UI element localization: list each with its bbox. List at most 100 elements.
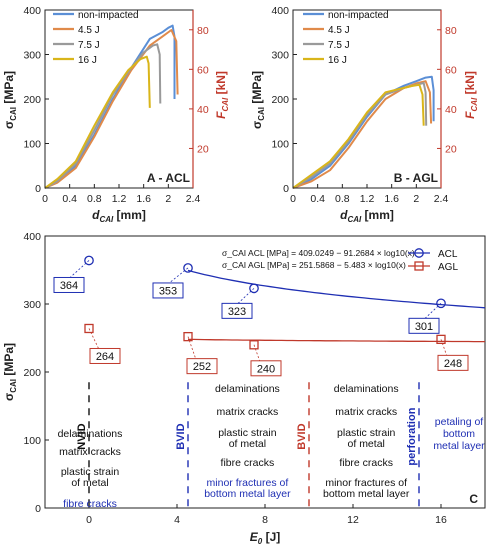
y2-tick-label: 20 — [197, 143, 209, 155]
y2-tick-label: 80 — [445, 25, 457, 37]
x-tick-label: 0 — [290, 193, 296, 205]
agl-value-label: 252 — [193, 361, 211, 373]
threshold-label: BVID — [175, 423, 187, 449]
acl-point — [436, 298, 446, 309]
acl-leader — [236, 288, 255, 305]
x-tick-label: 0.8 — [87, 193, 102, 205]
fit-line-agl — [188, 338, 485, 343]
agl-leader — [253, 344, 261, 362]
zone-text: plastic strain — [218, 427, 277, 439]
zone-text: bottom metal layer — [323, 488, 410, 500]
agl-value-label: 248 — [444, 358, 462, 370]
acl-value-label: 364 — [60, 280, 78, 292]
series-line-16-j — [292, 83, 425, 189]
threshold-label: perforation — [406, 407, 418, 465]
x-tick-label: 1.2 — [112, 193, 127, 205]
legend-acl-label: ACL — [438, 249, 458, 260]
agl-value-label: 264 — [96, 351, 114, 363]
agl-leader — [440, 339, 448, 357]
x-tick-label: 4 — [174, 514, 180, 526]
threshold-label: BVID — [296, 423, 308, 449]
x-tick-label: 0 — [42, 193, 48, 205]
panel-c-xlabel: E0 [J] — [250, 530, 280, 546]
agl-leader — [88, 328, 100, 350]
panel-c-ylabel: σCAI [MPa] — [2, 343, 18, 401]
acl-value-label: 323 — [228, 306, 246, 318]
panel-a-legend: non-impacted 4.5 J 7.5 J 16 J — [53, 10, 139, 66]
acl-value-label: 301 — [415, 321, 433, 333]
acl-value-label: 353 — [159, 285, 177, 297]
legend-4-5j-label: 4.5 J — [78, 25, 100, 36]
x-tick-label: 16 — [435, 514, 447, 526]
y-tick-label: 0 — [35, 183, 41, 195]
fit-line-acl — [187, 269, 486, 309]
zone-text-blue: petaling of — [435, 416, 484, 428]
legend-non-impacted-label: non-impacted — [78, 10, 139, 21]
y2-tick-label: 60 — [445, 64, 457, 76]
y2-tick-label: 20 — [445, 143, 457, 155]
agl-value-box — [89, 347, 121, 364]
zone-text: matrix cracks — [216, 406, 278, 418]
x-tick-label: 2 — [165, 193, 171, 205]
acl-value-box — [53, 276, 85, 293]
zone-text: of metal — [71, 477, 108, 489]
acl-leader — [167, 267, 189, 285]
y-tick-label: 300 — [23, 299, 41, 311]
panel-b-legend: non-impacted 4.5 J 7.5 J 16 J — [303, 10, 389, 66]
x-tick-label: 2.4 — [186, 193, 201, 205]
panel-b-xlabel: dCAI [mm] — [340, 208, 394, 224]
threshold-label: NVID — [76, 423, 88, 449]
zone-text: plastic strain — [61, 466, 120, 478]
series-line-non-impacted — [44, 24, 176, 189]
x-tick-label: 2 — [413, 193, 419, 205]
legend-16j-label: 16 J — [328, 55, 347, 66]
zone-text: delaminations — [334, 383, 399, 395]
y-tick-label: 200 — [23, 94, 41, 106]
y-tick-label: 0 — [283, 183, 289, 195]
y2-tick-label: 60 — [197, 64, 209, 76]
zone-text-blue: bottom metal layer — [204, 488, 291, 500]
panel-a-frame — [44, 9, 194, 189]
y2-tick-label: 80 — [197, 25, 209, 37]
x-tick-label: 0.8 — [335, 193, 350, 205]
acl-point — [249, 283, 259, 294]
zone-text: of metal — [348, 438, 385, 450]
y-tick-label: 300 — [23, 50, 41, 62]
agl-point — [84, 323, 94, 334]
y-tick-label: 200 — [23, 367, 41, 379]
legend-16j-label: 16 J — [78, 55, 97, 66]
y-tick-label: 200 — [271, 94, 289, 106]
x-tick-label: 0 — [86, 514, 92, 526]
panel-b-y2label: FCAI [kN] — [463, 71, 479, 119]
panel-a-label: A - ACL — [147, 171, 190, 185]
series-line-4-5-j — [44, 29, 179, 189]
panel-c-legend: ACL AGL — [408, 248, 458, 273]
panel-a-xlabel: dCAI [mm] — [92, 208, 146, 224]
legend-7-5j-label: 7.5 J — [78, 40, 100, 51]
panel-b-label: B - AGL — [394, 171, 438, 185]
series-line-16-j — [44, 55, 151, 189]
y2-tick-label: 40 — [445, 104, 457, 116]
y-tick-label: 300 — [271, 50, 289, 62]
y-tick-label: 0 — [35, 503, 41, 515]
acl-point — [84, 255, 94, 266]
zone-text: matrix cracks — [335, 406, 397, 418]
legend-7-5j-label: 7.5 J — [328, 40, 350, 51]
x-tick-label: 1.6 — [384, 193, 399, 205]
zone-text-blue: bottom — [443, 428, 475, 440]
zone-text: plastic strain — [337, 427, 396, 439]
equation-acl: σ_CAI ACL [MPa] = 409.0249 − 91.2684 × l… — [222, 248, 415, 258]
series-line-7-5-j — [292, 82, 428, 189]
y-tick-label: 400 — [23, 231, 41, 243]
zone-text: fibre cracks — [221, 457, 275, 469]
agl-point — [436, 334, 446, 345]
legend-agl-marker — [414, 261, 424, 271]
agl-point — [183, 331, 193, 342]
y-tick-label: 400 — [271, 5, 289, 17]
acl-leader — [423, 303, 442, 320]
zone-text-blue: fibre cracks — [63, 498, 117, 510]
agl-value-box — [186, 358, 218, 375]
zone-text-blue: metal layer — [433, 440, 485, 452]
legend-acl-marker — [414, 248, 424, 258]
